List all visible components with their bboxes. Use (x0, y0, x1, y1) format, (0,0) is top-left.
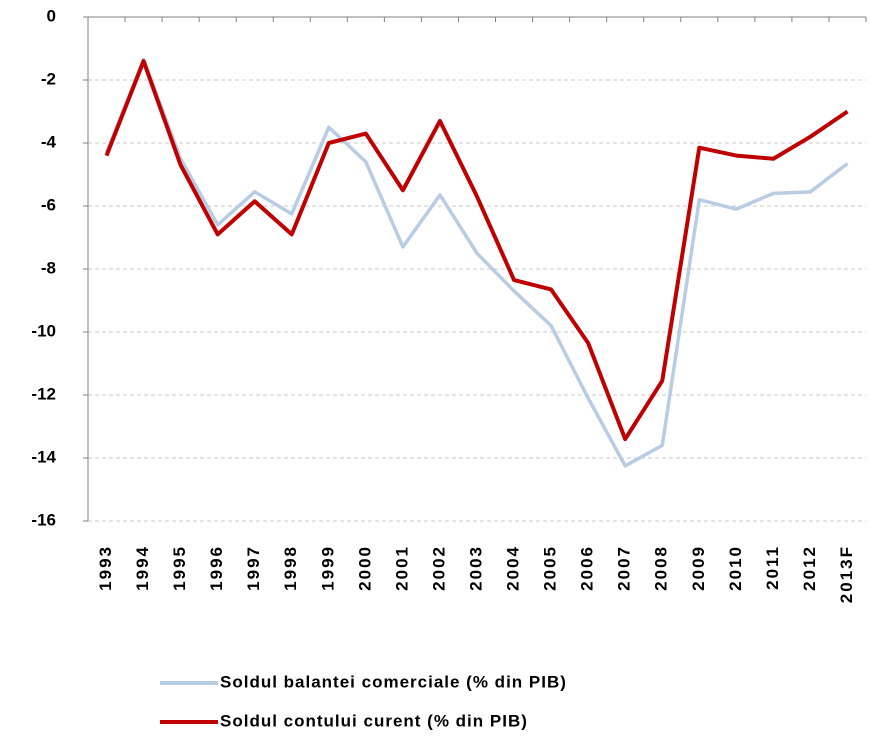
y-tick-label: -12 (31, 384, 56, 403)
x-tick-label: 2013F (837, 545, 856, 603)
x-tick-label: 2002 (429, 545, 448, 591)
y-tick-label: -2 (41, 69, 56, 88)
x-tick-label: 2003 (466, 545, 485, 591)
x-tick-label: 2010 (726, 545, 745, 591)
x-tick-label: 2006 (578, 545, 597, 591)
x-tick-label: 1998 (281, 545, 300, 591)
x-tick-label: 1993 (96, 545, 115, 591)
x-tick-label: 1999 (318, 545, 337, 591)
y-tick-label: -8 (41, 258, 56, 277)
legend-label: Soldul balantei comerciale (% din PIB) (220, 672, 567, 691)
y-tick-label: -16 (31, 510, 56, 529)
x-tick-label: 1997 (244, 545, 263, 591)
y-tick-label: 0 (47, 6, 56, 25)
x-tick-label: 2009 (689, 545, 708, 591)
x-tick-label: 2008 (652, 545, 671, 591)
x-tick-label: 2001 (392, 545, 411, 591)
x-tick-label: 2007 (615, 545, 634, 591)
y-tick-label: -6 (41, 195, 56, 214)
y-tick-label: -4 (41, 132, 57, 151)
y-tick-label: -14 (31, 447, 56, 466)
x-tick-label: 2000 (355, 545, 374, 591)
series-line (104, 57, 849, 468)
series-line (104, 59, 849, 442)
y-tick-label: -10 (31, 321, 56, 340)
x-tick-label: 1995 (170, 545, 189, 591)
x-tick-label: 2005 (541, 545, 560, 591)
x-tick-label: 2004 (504, 545, 523, 591)
x-tick-label: 2012 (800, 545, 819, 591)
x-tick-label: 1996 (207, 545, 226, 591)
legend-label: Soldul contului curent (% din PIB) (220, 711, 528, 730)
x-tick-label: 1994 (133, 545, 152, 591)
x-tick-label: 2011 (763, 545, 782, 590)
